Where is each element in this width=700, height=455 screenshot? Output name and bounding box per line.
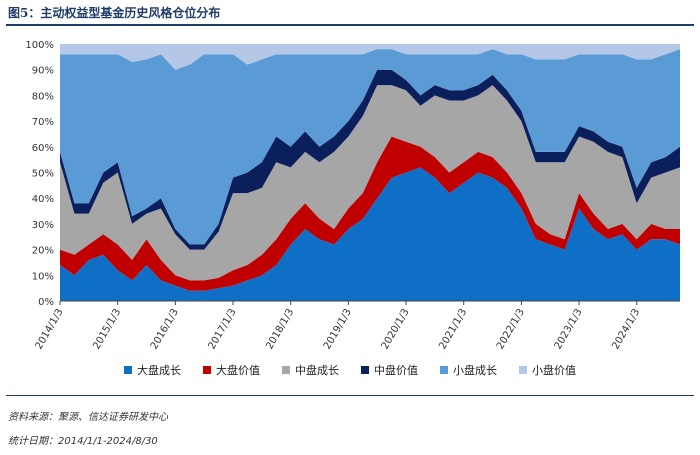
legend-swatch xyxy=(519,366,527,374)
x-tick-label: 2020/1/3 xyxy=(380,307,412,351)
x-tick-label: 2019/1/3 xyxy=(322,307,354,351)
legend-label: 中盘价值 xyxy=(374,364,418,377)
legend-label: 中盘成长 xyxy=(295,364,339,377)
y-tick-label: 0% xyxy=(38,297,54,308)
x-tick-label: 2023/1/3 xyxy=(553,307,585,351)
y-tick-label: 70% xyxy=(32,117,54,128)
chart-title: 图5：主动权益型基金历史风格仓位分布 xyxy=(8,6,221,20)
x-tick-label: 2024/1/3 xyxy=(610,307,642,351)
legend-item: 大盘成长 xyxy=(124,362,181,378)
area-series xyxy=(60,69,680,250)
legend-item: 小盘价值 xyxy=(519,362,576,378)
legend-label: 小盘成长 xyxy=(453,364,497,377)
legend-label: 小盘价值 xyxy=(532,364,576,377)
footer-divider xyxy=(6,395,694,396)
legend-swatch xyxy=(440,366,448,374)
x-tick-label: 2015/1/3 xyxy=(91,307,123,351)
x-tick-label: 2021/1/3 xyxy=(437,307,469,351)
x-tick-label: 2014/1/3 xyxy=(34,307,66,351)
legend-swatch xyxy=(124,366,132,374)
y-tick-label: 80% xyxy=(32,91,54,102)
y-tick-label: 90% xyxy=(32,66,54,77)
x-tick-label: 2018/1/3 xyxy=(264,307,296,351)
legend-item: 小盘成长 xyxy=(440,362,497,378)
x-tick-label: 2022/1/3 xyxy=(495,307,527,351)
stacked-area-chart: 0% 10% 20% 30% 40% 50% 60% 70% 80% 90% 100% 2014/1… xyxy=(25,40,680,351)
y-axis: 0% 10% 20% 30% 40% 50% 60% 70% 80% 90% 100% xyxy=(25,40,54,308)
x-tick-label: 2017/1/3 xyxy=(207,307,239,351)
y-tick-label: 100% xyxy=(25,40,54,51)
chart-areas xyxy=(60,44,680,301)
x-axis: 2014/1/3 2015/1/3 2016/1/3 2017/1/3 2018/1/3… xyxy=(34,300,680,351)
legend-swatch xyxy=(282,366,290,374)
x-tick-label: 2016/1/3 xyxy=(149,307,181,351)
y-tick-label: 30% xyxy=(32,220,54,231)
legend-label: 大盘价值 xyxy=(216,364,260,377)
area-series xyxy=(60,85,680,281)
legend-swatch xyxy=(203,366,211,374)
y-tick-label: 50% xyxy=(32,169,54,180)
chart-legend: 大盘成长 大盘价值 中盘成长 中盘价值 小盘成长 小盘价值 xyxy=(0,362,700,378)
legend-label: 大盘成长 xyxy=(137,364,181,377)
y-tick-label: 40% xyxy=(32,194,54,205)
y-tick-label: 10% xyxy=(32,271,54,282)
area-series xyxy=(60,44,680,70)
legend-item: 中盘价值 xyxy=(361,362,418,378)
legend-swatch xyxy=(361,366,369,374)
legend-item: 中盘成长 xyxy=(282,362,339,378)
period-note: 统计日期：2014/1/1-2024/8/30 xyxy=(8,436,158,447)
source-note: 资料来源：聚源、信达证券研发中心 xyxy=(8,412,168,423)
area-series xyxy=(60,167,680,301)
legend-item: 大盘价值 xyxy=(203,362,260,378)
title-divider xyxy=(6,24,694,26)
y-tick-label: 60% xyxy=(32,143,54,154)
area-series xyxy=(60,49,680,245)
y-tick-label: 20% xyxy=(32,246,54,257)
